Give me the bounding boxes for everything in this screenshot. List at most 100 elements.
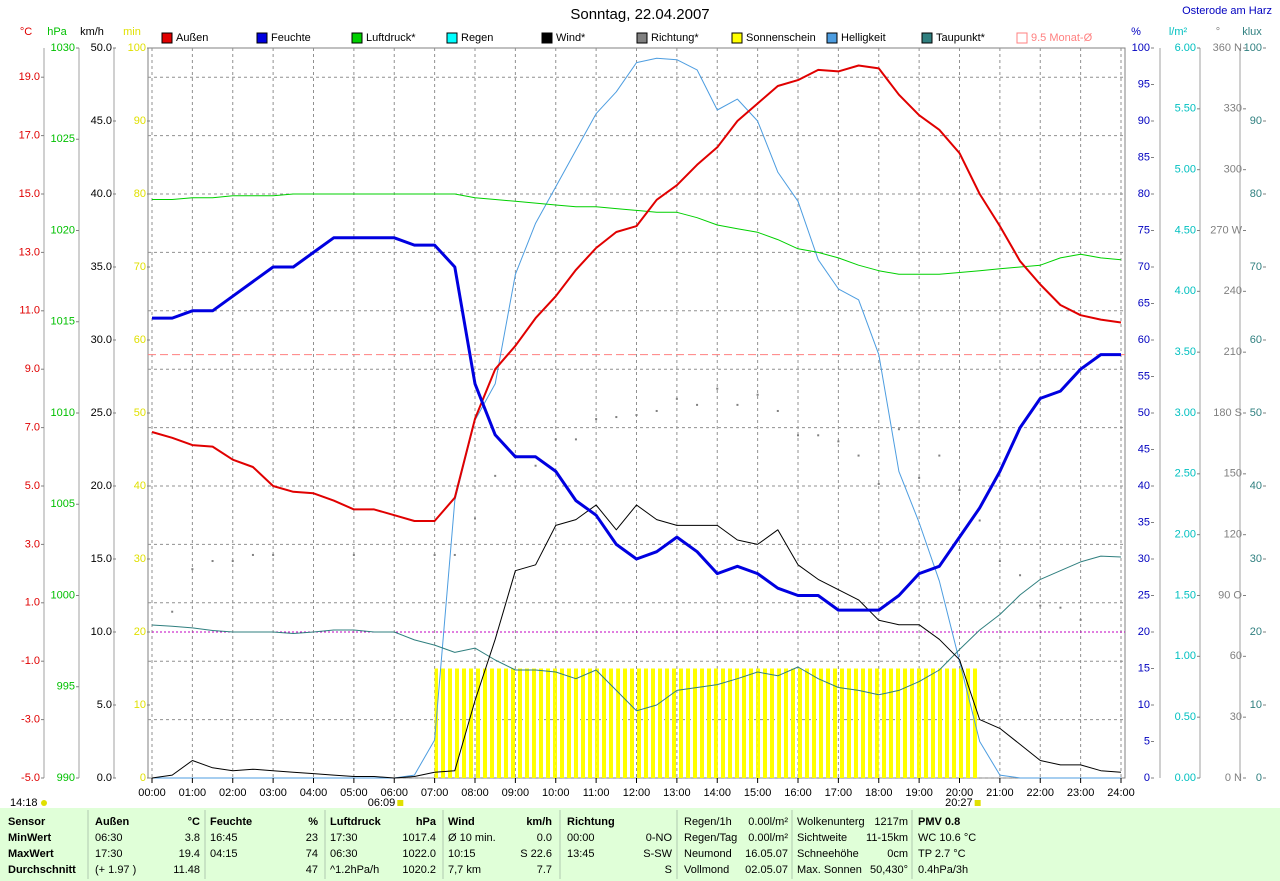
y-tick-label: 5.0 [97,699,112,711]
y-tick-label: 1030 [51,42,75,54]
table-cell: Sichtweite [797,832,847,844]
sunshine-bar [838,668,859,778]
legend-swatch [541,32,553,44]
sunshine-bar [777,668,798,778]
x-tick-label: 23:00 [1067,787,1095,799]
y-tick-label: 2.50 [1175,468,1196,480]
y-tick-label: 80 [1138,188,1150,200]
x-tick-label: 08:00 [461,787,489,799]
table-cell: 11.48 [173,864,200,876]
table-cell: 19.4 [179,848,200,860]
y-tick-label: 1015 [51,316,75,328]
table-cell: Luftdruck [330,816,382,828]
table-cell: % [308,816,318,828]
x-tick-label: 19:00 [905,787,933,799]
axis-unit: km/h [80,26,104,38]
x-tick-label: 17:00 [825,787,853,799]
y-tick-label: 300 [1224,164,1242,176]
table-cell: Richtung [567,816,615,828]
sunshine-bar [757,668,778,778]
y-tick-label: 1005 [51,498,75,510]
y-tick-label: 10 [134,699,146,711]
y-tick-label: 1020 [51,224,75,236]
table-cell: 0-NO [646,832,673,844]
y-tick-label: 30 [134,553,146,565]
legend-swatch [921,32,933,44]
x-tick-label: 05:00 [340,787,368,799]
y-tick-label: 360 N [1213,42,1242,54]
y-tick-label: 60 [134,334,146,346]
table-cell: S [665,864,672,876]
table-cell: hPa [416,816,437,828]
x-tick-label: 02:00 [219,787,247,799]
sunshine-bar [575,668,597,778]
direction-dot [1079,618,1082,621]
legend-label: Wind* [556,32,586,44]
legend-label: Feuchte [271,32,311,44]
table-cell: Feuchte [210,816,252,828]
y-tick-label: 270 W [1210,224,1242,236]
table-cell: 0cm [887,848,908,860]
direction-dot [696,403,699,406]
direction-dot [352,553,355,556]
y-tick-label: -5.0 [21,772,40,784]
direction-dot [978,519,981,522]
table-cell: S 22.6 [520,848,552,860]
sunshine-bar [858,668,879,778]
table-cell: 74 [306,848,318,860]
legend-label: Richtung* [651,32,699,44]
axis-unit: °C [20,26,32,38]
x-tick-label: 18:00 [865,787,893,799]
y-tick-label: 40 [1250,480,1262,492]
y-tick-label: 90 [134,115,146,127]
legend-swatch [351,32,363,44]
sunshine-bar [919,668,940,778]
y-tick-label: 55 [1138,370,1150,382]
sunshine-bar [798,668,819,778]
table-cell: 06:30 [95,832,123,844]
table-cell: ^1.2hPa/h [330,864,379,876]
direction-dot [231,560,234,563]
sunshine-bar [515,668,536,778]
y-tick-label: 240 [1224,285,1242,297]
y-tick-label: 70 [1250,261,1262,273]
direction-dot [433,553,436,556]
table-cell: 1017.4 [402,832,436,844]
table-cell: Wind [448,816,475,828]
y-tick-label: 60 [1138,334,1150,346]
y-tick-label: 1010 [51,407,75,419]
sunset-marker [974,800,981,806]
direction-dot [534,464,537,467]
direction-dot [251,553,254,556]
sunshine-bar [535,668,556,778]
y-tick-label: 150 [1224,468,1242,480]
direction-dot [756,393,759,396]
y-tick-label: 35.0 [91,261,112,273]
direction-dot [776,409,779,412]
series-line [151,555,1122,712]
table-cell: 7,7 km [448,864,481,876]
y-tick-label: 30 [1250,553,1262,565]
table-cell: Durchschnitt [8,864,76,876]
legend-label: Sonnenschein [746,32,816,44]
y-tick-label: 30.0 [91,334,112,346]
y-tick-label: 6.00 [1175,42,1196,54]
table-cell: 11-15km [866,832,908,844]
direction-dot [1039,604,1042,607]
direction-dot [675,397,678,400]
y-tick-label: 1.00 [1175,650,1196,662]
direction-dot [1019,574,1022,577]
y-tick-label: -3.0 [21,714,40,726]
y-tick-label: 19.0 [19,71,40,83]
y-tick-label: 0 N [1225,772,1242,784]
table-cell: 04:15 [210,848,238,860]
table-cell: MinWert [8,832,52,844]
x-tick-label: 21:00 [986,787,1014,799]
series-line [152,236,1121,612]
table-cell: 00:00 [567,832,595,844]
y-tick-label: 17.0 [19,130,40,142]
direction-dot [474,517,476,520]
y-tick-label: 20 [1250,626,1262,638]
